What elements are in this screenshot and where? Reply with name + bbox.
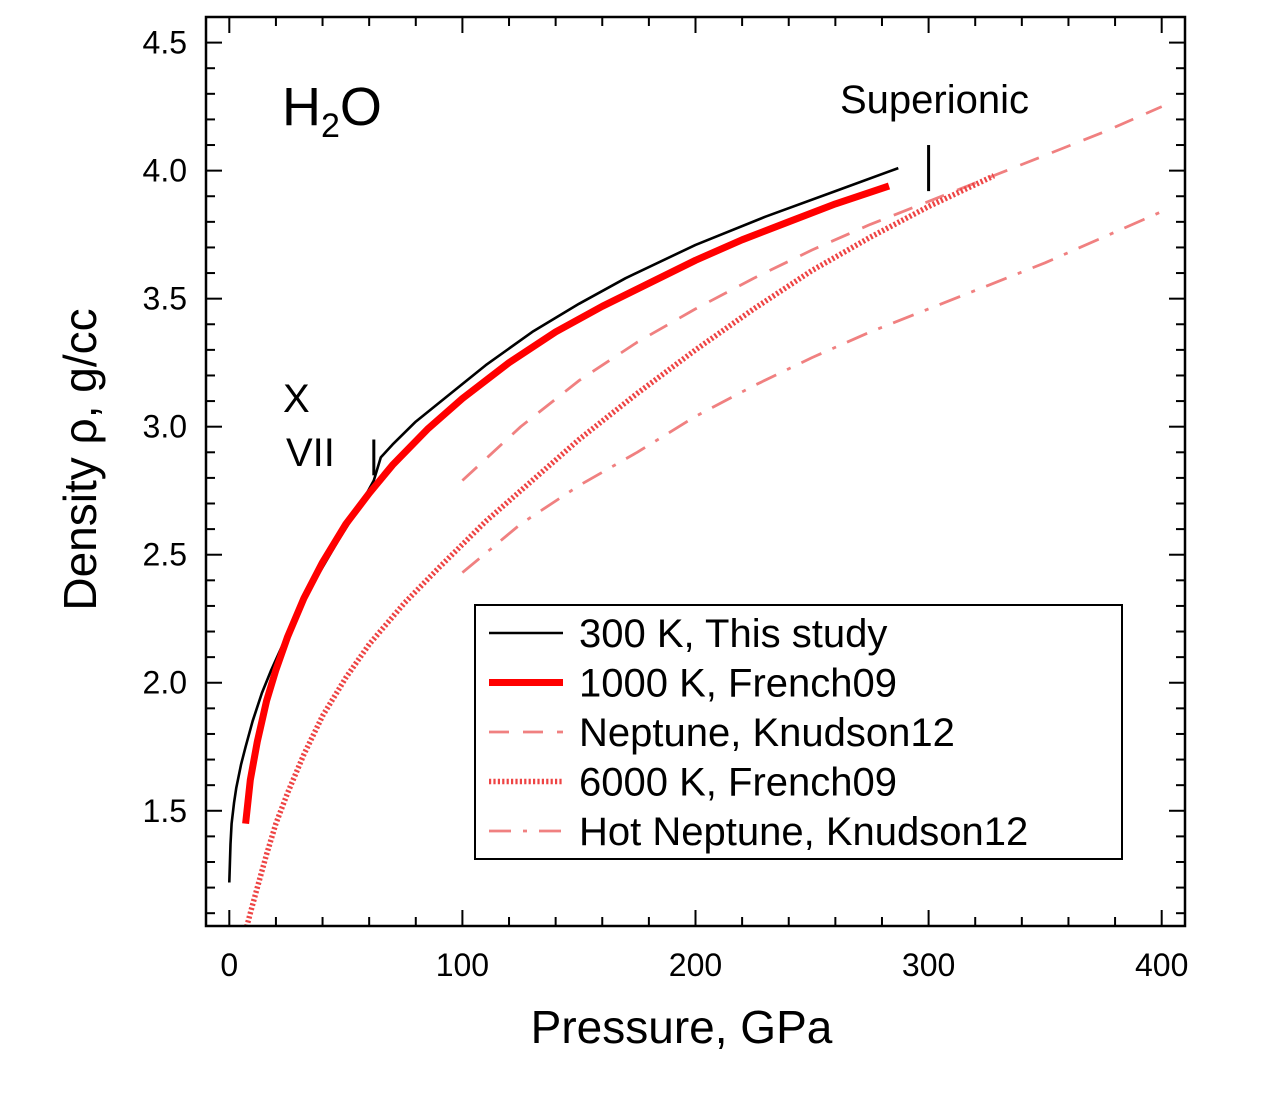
y-tick-label: 3.5 <box>143 281 187 317</box>
series-line-3 <box>244 173 996 926</box>
axes: 0 100 200 300 400 1.5 2.0 2.5 3.0 3.5 4.0 4.5 Pressu… <box>54 15 1188 1053</box>
series-line-2 <box>461 105 1163 482</box>
x-tick-label: 400 <box>1135 947 1188 983</box>
y-tick-label: 4.0 <box>143 153 187 189</box>
superionic-label: Superionic <box>840 78 1029 122</box>
phase-label-x: X <box>283 377 310 421</box>
series-line-4 <box>461 210 1163 574</box>
legend-label-1: 1000 K, French09 <box>579 662 897 706</box>
y-axis-title: Density ρ, g/cc <box>54 308 106 610</box>
x-tick-label: 200 <box>669 947 722 983</box>
x-axis-title: Pressure, GPa <box>531 1001 833 1053</box>
formula-rest: O <box>340 77 382 137</box>
annotations: H2O X VII Superionic <box>282 77 1029 476</box>
phase-label-vii: VII <box>286 431 335 475</box>
y-tick-label: 2.5 <box>143 537 187 573</box>
x-tick-label: 100 <box>436 947 489 983</box>
series-lines <box>228 105 1163 926</box>
formula-main: H <box>282 77 321 137</box>
legend-label-2: Neptune, Knudson12 <box>579 711 955 755</box>
legend-label-3: 6000 K, French09 <box>579 761 897 805</box>
legend-box <box>474 604 1123 860</box>
legend-label-0: 300 K, This study <box>579 612 887 656</box>
legend: 300 K, This study 1000 K, French09 Neptune… <box>474 604 1123 860</box>
y-tick-label: 4.5 <box>143 25 187 61</box>
formula-sub: 2 <box>321 107 340 145</box>
x-tick-label: 0 <box>220 947 238 983</box>
x-tick-label: 300 <box>902 947 955 983</box>
y-tick-label: 3.0 <box>143 409 187 445</box>
y-tick-label: 2.0 <box>143 665 187 701</box>
y-tick-label: 1.5 <box>143 793 187 829</box>
formula-label: H2O <box>282 77 382 145</box>
legend-label-4: Hot Neptune, Knudson12 <box>579 810 1028 854</box>
series-line-1 <box>242 182 891 824</box>
